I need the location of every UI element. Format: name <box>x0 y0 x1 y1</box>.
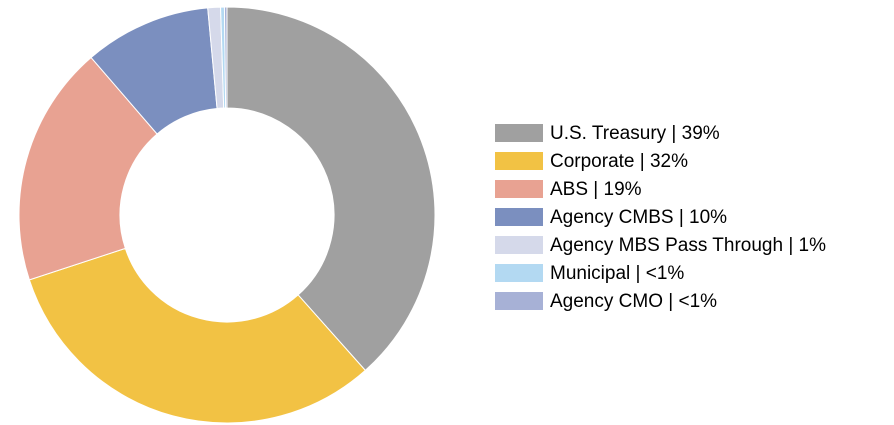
donut-slice <box>28 247 367 424</box>
legend-label: ABS | 19% <box>550 179 642 200</box>
legend-swatch <box>495 152 543 170</box>
donut-slice <box>223 6 228 109</box>
donut-slice <box>18 56 158 281</box>
legend-label: Municipal | <1% <box>550 263 684 284</box>
legend-label: Agency CMO | <1% <box>550 291 717 312</box>
legend-swatch <box>495 264 543 282</box>
legend-swatch <box>495 180 543 198</box>
legend-label: Agency MBS Pass Through | 1% <box>550 235 826 256</box>
legend-label: Corporate | 32% <box>550 151 688 172</box>
legend-label: U.S. Treasury | 39% <box>550 123 720 144</box>
legend-swatch <box>495 124 543 142</box>
legend-label: Agency CMBS | 10% <box>550 207 727 228</box>
legend-swatch <box>495 292 543 310</box>
legend-swatch <box>495 208 543 226</box>
donut-slice <box>226 6 436 372</box>
legend-swatch <box>495 236 543 254</box>
